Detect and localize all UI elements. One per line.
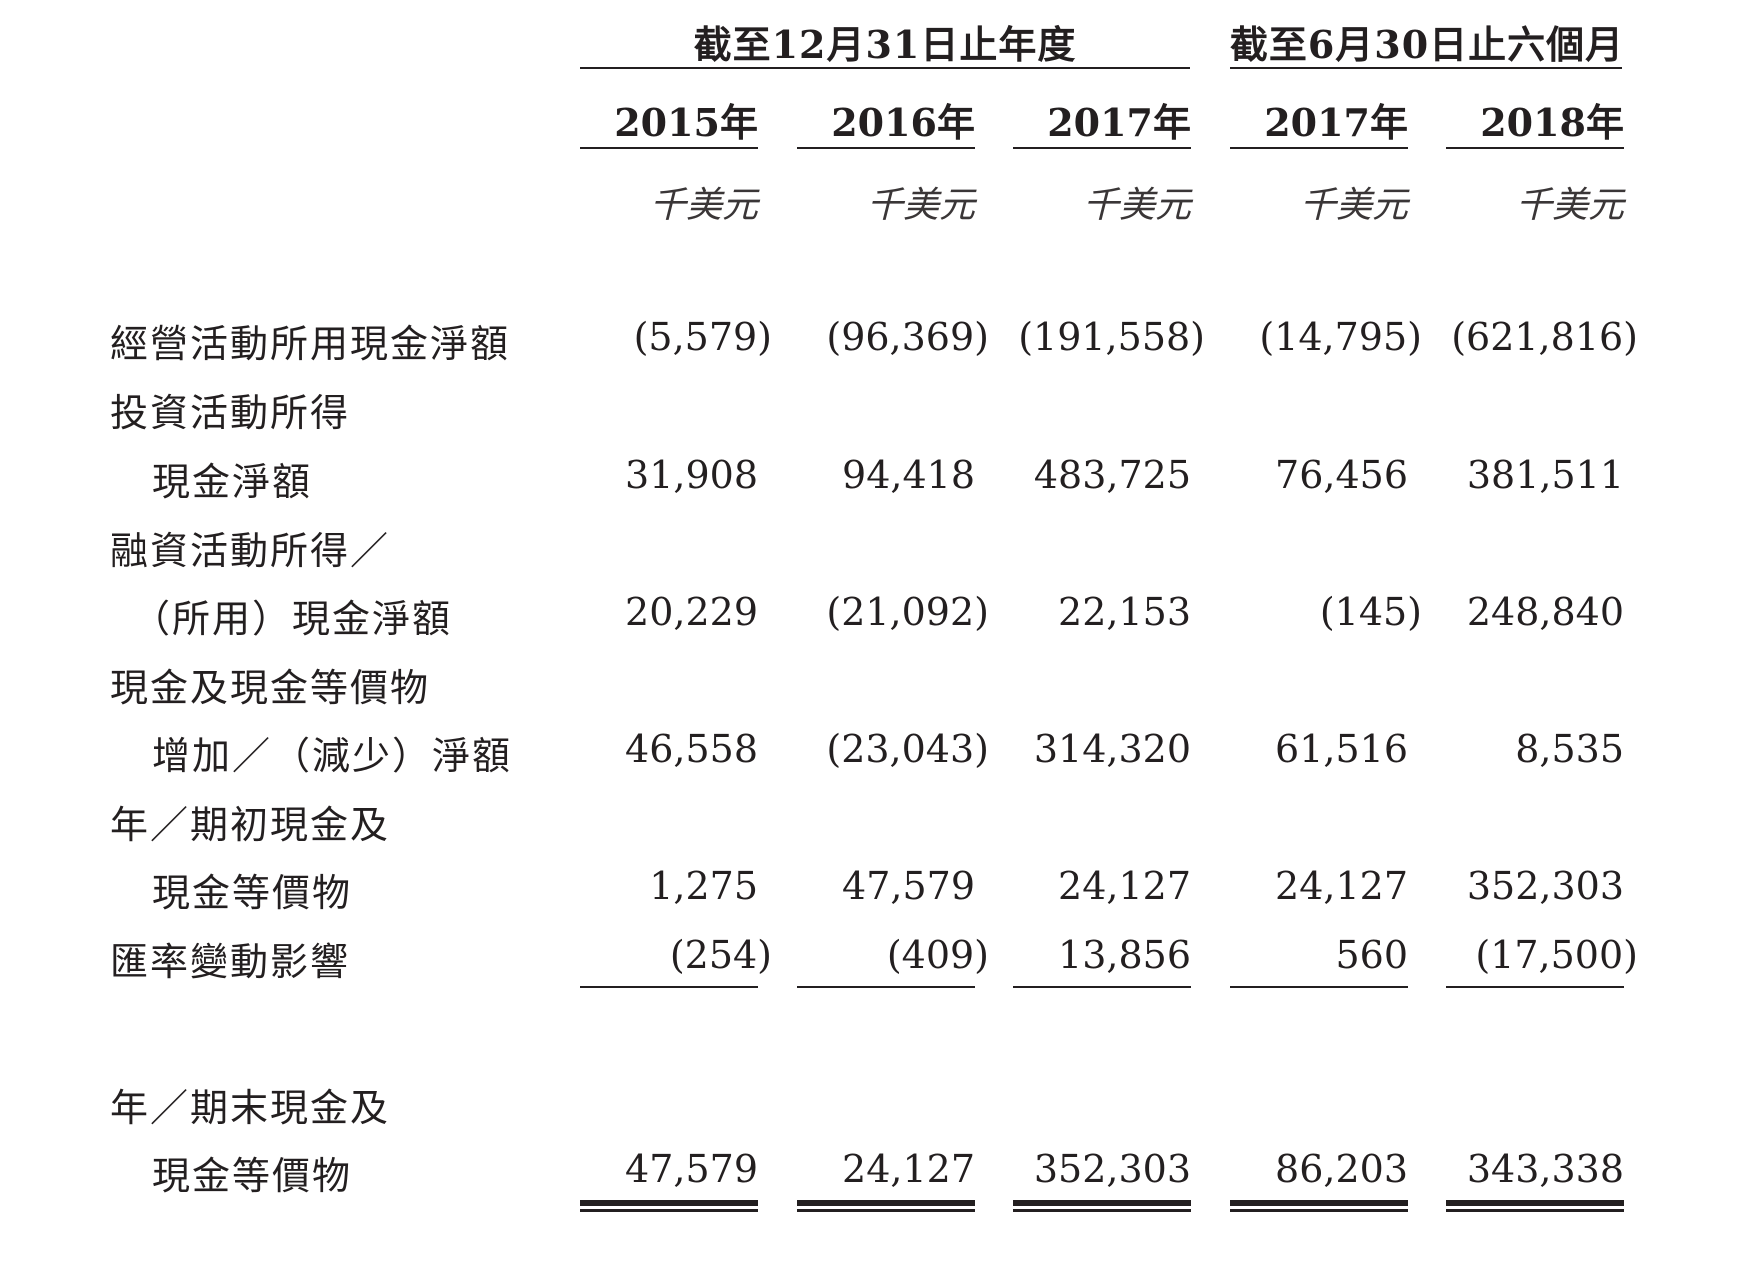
header-group-annual-rule: [580, 67, 1190, 69]
cell-net-change-2016: (23,043): [826, 727, 989, 771]
unit-label: 千美元: [1299, 185, 1408, 226]
total-double-rule: [1230, 1200, 1408, 1212]
cell-operating-2015: (5,579): [633, 315, 772, 359]
subtotal-rule: [1230, 986, 1408, 988]
subtotal-rule: [1013, 986, 1191, 988]
cell-fx-2017-interim: 560: [1335, 933, 1408, 977]
cell-opening-2017: 24,127: [1058, 864, 1191, 908]
row-label-fx: 匯率變動影響: [110, 940, 351, 984]
cell-financing-2018-interim: 248,840: [1466, 590, 1624, 634]
row-label-opening-cont: 現金等價物: [152, 871, 353, 915]
unit-label: 千美元: [649, 185, 758, 226]
year-rule-4: [1230, 147, 1408, 149]
cell-investing-2018-interim: 381,511: [1466, 453, 1624, 497]
cell-fx-2017: 13,856: [1058, 933, 1191, 977]
cell-financing-2017-interim: (145): [1319, 590, 1422, 634]
header-group-annual: 截至12月31日止年度: [693, 22, 1077, 67]
year-rule-2: [797, 147, 975, 149]
cell-opening-2015: 1,275: [649, 864, 758, 908]
cell-closing-2017: 352,303: [1033, 1147, 1191, 1191]
cell-investing-2017: 483,725: [1033, 453, 1191, 497]
row-label-net-change: 現金及現金等價物: [110, 666, 431, 710]
header-group-interim-rule: [1230, 67, 1622, 69]
year-header-2015: 2015年: [614, 100, 758, 145]
cell-operating-2017-interim: (14,795): [1259, 315, 1422, 359]
cell-investing-2017-interim: 76,456: [1275, 453, 1408, 497]
row-label-net-change-cont: 增加／（減少）淨額: [152, 734, 513, 778]
cell-closing-2017-interim: 86,203: [1275, 1147, 1408, 1191]
cell-net-change-2017: 314,320: [1033, 727, 1191, 771]
total-double-rule: [1446, 1200, 1624, 1212]
cell-financing-2015: 20,229: [625, 590, 758, 634]
cell-net-change-2017-interim: 61,516: [1275, 727, 1408, 771]
row-label-investing: 投資活動所得: [110, 391, 351, 435]
row-label-closing: 年／期末現金及: [110, 1086, 391, 1130]
cell-fx-2018-interim: (17,500): [1475, 933, 1638, 977]
cell-investing-2016: 94,418: [842, 453, 975, 497]
year-header-2017-interim: 2017年: [1264, 100, 1408, 145]
cell-opening-2018-interim: 352,303: [1466, 864, 1624, 908]
cell-operating-2016: (96,369): [826, 315, 989, 359]
year-rule-1: [580, 147, 758, 149]
subtotal-rule: [797, 986, 975, 988]
cell-investing-2015: 31,908: [625, 453, 758, 497]
unit-label: 千美元: [1082, 185, 1191, 226]
cell-operating-2017: (191,558): [1018, 315, 1205, 359]
year-header-2018-interim: 2018年: [1480, 100, 1624, 145]
year-header-2017: 2017年: [1047, 100, 1191, 145]
cell-fx-2016: (409): [886, 933, 989, 977]
cell-opening-2017-interim: 24,127: [1275, 864, 1408, 908]
row-label-closing-cont: 現金等價物: [152, 1154, 353, 1198]
row-label-opening: 年／期初現金及: [110, 803, 391, 847]
year-rule-5: [1446, 147, 1624, 149]
total-double-rule: [797, 1200, 975, 1212]
cell-net-change-2018-interim: 8,535: [1515, 727, 1624, 771]
unit-label: 千美元: [866, 185, 975, 226]
cell-financing-2017: 22,153: [1058, 590, 1191, 634]
row-label-investing-cont: 現金淨額: [152, 460, 313, 504]
cell-closing-2015: 47,579: [625, 1147, 758, 1191]
row-label-financing-cont: （所用）現金淨額: [132, 597, 453, 641]
year-rule-3: [1013, 147, 1191, 149]
cell-net-change-2015: 46,558: [625, 727, 758, 771]
subtotal-rule: [580, 986, 758, 988]
total-double-rule: [580, 1200, 758, 1212]
row-label-financing: 融資活動所得／: [110, 529, 391, 573]
cell-closing-2016: 24,127: [842, 1147, 975, 1191]
year-header-2016: 2016年: [831, 100, 975, 145]
unit-label: 千美元: [1515, 185, 1624, 226]
cell-opening-2016: 47,579: [842, 864, 975, 908]
cell-operating-2018-interim: (621,816): [1451, 315, 1638, 359]
cell-fx-2015: (254): [669, 933, 772, 977]
total-double-rule: [1013, 1200, 1191, 1212]
cell-closing-2018-interim: 343,338: [1466, 1147, 1624, 1191]
subtotal-rule: [1446, 986, 1624, 988]
row-label-operating: 經營活動所用現金淨額: [110, 322, 511, 366]
cell-financing-2016: (21,092): [826, 590, 989, 634]
header-group-interim: 截至6月30日止六個月: [1229, 22, 1625, 67]
